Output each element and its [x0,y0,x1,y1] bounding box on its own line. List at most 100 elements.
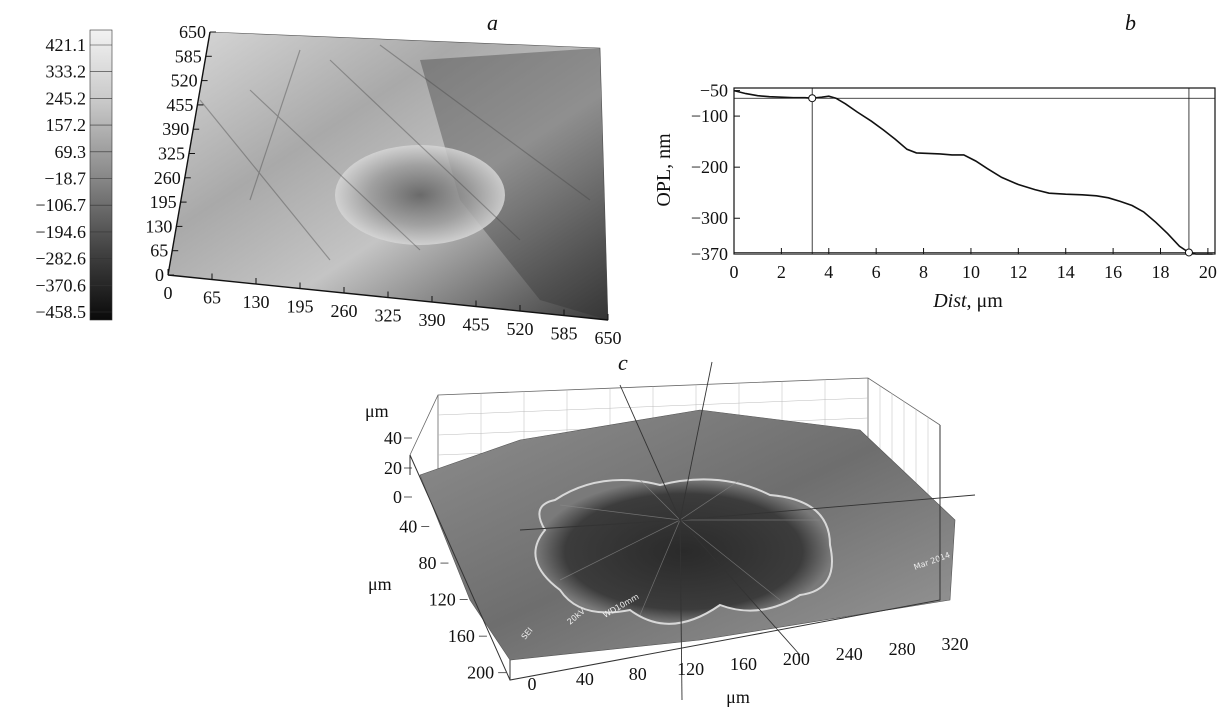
axis-a-x-tick-label: 390 [419,310,446,330]
box-c-grid-line [437,397,869,416]
colorbar-tick-label: −194.6 [35,222,86,242]
axis-a-y-tick-label: 0 [155,265,164,285]
chart-b-x-tick-label: 18 [1152,262,1170,282]
axis-a-y-tick-label: 325 [158,144,185,164]
chart-b-y-tick-label: −50 [700,81,728,101]
chart-b-xlabel-var: Dist [932,290,967,312]
axis-c-y-tick-label: 80 [418,553,436,573]
axis-c-z-unit: μm [365,401,389,421]
colorbar-tick-label: −106.7 [35,195,86,215]
chart-b-y-tick-label: −300 [691,208,728,228]
axis-c-y-unit: μm [368,574,392,594]
axis-c-x-tick-label: 200 [783,649,810,669]
chart-b-x-tick-label: 20 [1199,262,1217,282]
chart-b-cursor-marker [808,94,817,103]
surface-a-streaks [199,44,591,261]
axis-c-x-tick-label: 280 [889,639,916,659]
chart-b-x-tick-label: 2 [777,262,786,282]
axis-a-y-tick-label: 520 [171,71,198,91]
colorbar-tick-label: 157.2 [46,115,87,135]
axis-c-z: 40 20 0 [384,428,412,507]
chart-b-x-tick-label: 8 [919,262,928,282]
colorbar-ticks: 421.1 333.2 245.2 157.2 69.3 −18.7 −106.7 −194.… [35,35,112,322]
chart-b-frame [733,87,1216,255]
chart-b-x-tick-label: 12 [1009,262,1027,282]
axis-c-z-tick-label: 40 [384,428,402,448]
panel-b-label: b [1125,10,1136,35]
panel-c: c SEI 20kV WD10mm Mar 2014 [365,350,976,707]
axis-a-x-tick-label: 455 [463,315,490,335]
axis-c-x-unit: μm [726,687,750,707]
chart-b-x-tick-label: 10 [962,262,980,282]
axis-c-y-tick-label: 160 [448,626,475,646]
axis-a-y-tick-label: 650 [179,22,206,42]
axis-a-y-tick-label: 585 [175,46,202,66]
axis-a-x-tick-label: 130 [243,292,270,312]
panel-a-label: a [487,10,498,35]
colorbar-tick-label: 245.2 [46,88,87,108]
chart-b-y-tick-label: −200 [691,157,728,177]
axis-a-x-tick-label: 260 [331,301,358,321]
chart-b-cursor-marker [1184,248,1193,257]
surface-a-dark-band [420,48,608,320]
panel-a: a 421.1 333.2 245.2 157.2 69.3 −18.7 −106.7 −19… [35,10,621,348]
chart-b-x-tick-label: 4 [824,262,833,282]
axis-c-x-tick-label: 120 [677,659,704,679]
chart-b-x-tick-label: 6 [872,262,881,282]
chart-b-xlabel-unit: , μm [967,290,1004,312]
colorbar-tick-label: −282.6 [35,249,86,269]
axis-c-x: 0 40 80 120 160 200 240 280 320 [528,634,969,694]
axis-a-y-tick-label: 390 [162,119,189,139]
axis-c-x-tick-label: 320 [942,634,969,654]
colorbar-tick-label: 69.3 [55,142,87,162]
axis-a-y-tick-label: 130 [145,216,172,236]
axis-c-y-tick-label: 200 [467,663,494,683]
chart-b-x-tick-label: 14 [1057,262,1075,282]
axis-c-z-tick-label: 20 [384,458,402,478]
axis-a-y-tick-label: 260 [154,168,181,188]
chart-b-xlabel: Dist, μm [932,290,1003,312]
colorbar-tick-label: −18.7 [44,169,86,189]
axis-a-x-tick-label: 195 [287,297,314,317]
crosshair-c [519,361,976,701]
chart-b-y-tick-label: −100 [691,106,728,126]
axis-a-x-tick-label: 520 [507,319,534,339]
axis-a-x-tick-label: 65 [203,288,221,308]
colorbar-tick-label: 421.1 [46,35,87,55]
axis-c-x-tick-label: 240 [836,644,863,664]
axis-a-y-tick-label: 455 [166,95,193,115]
crater-c-rays [559,479,820,616]
colorbar-tick-label: −370.6 [35,275,86,295]
axis-a-x-tick-label: 650 [595,328,622,348]
axis-c-x-tick-label: 0 [528,674,537,694]
box-c-front [409,425,941,681]
axis-a-x-tick-label: 325 [375,306,402,326]
axis-a-y-tick-label: 65 [150,241,168,261]
axis-c-x-tick-label: 160 [730,654,757,674]
axis-c-x-tick-label: 80 [629,664,647,684]
chart-b-y-tick-label: −370 [691,244,728,264]
axis-c-z-tick-label: 0 [393,487,402,507]
axis-a-x-tick-label: 0 [164,283,173,303]
axis-c-y-tick-label: 120 [429,590,456,610]
axis-a-x-tick-label: 585 [551,324,578,344]
chart-b-series-line [733,89,1213,255]
chart-b-x-tick-label: 16 [1104,262,1122,282]
panel-c-label: c [618,350,628,375]
colorbar-tick-label: −458.5 [35,302,86,322]
colorbar [89,29,113,321]
crater-c [534,478,833,625]
axis-a-x-ticks: 0 65 130 195 260 325 390 455 520 585 650 [164,269,622,348]
colorbar-tick-label: 333.2 [46,62,87,82]
axis-c-y-tick-label: 40 [399,517,417,537]
axis-a-y-tick-label: 195 [150,192,177,212]
chart-b-ylabel: OPL, nm [653,133,675,207]
crater-a [335,145,505,245]
axis-c-x-tick-label: 40 [576,669,594,689]
chart-b-x-tick-label: 0 [730,262,739,282]
